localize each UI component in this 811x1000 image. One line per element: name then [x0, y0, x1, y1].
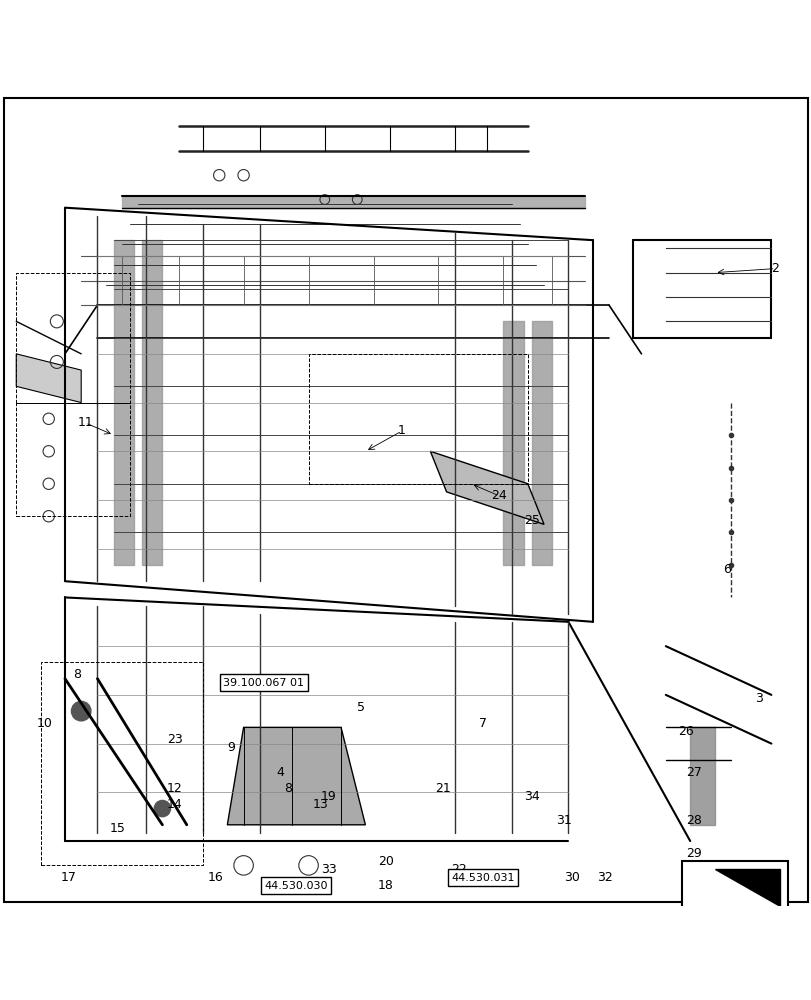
- Text: 4: 4: [276, 766, 284, 779]
- Text: 26: 26: [677, 725, 693, 738]
- Polygon shape: [227, 727, 365, 825]
- Circle shape: [71, 701, 91, 721]
- Text: 32: 32: [596, 871, 612, 884]
- Polygon shape: [16, 354, 81, 403]
- Text: 10: 10: [36, 717, 53, 730]
- Text: 25: 25: [523, 514, 539, 527]
- Text: 39.100.067 01: 39.100.067 01: [223, 678, 304, 688]
- Text: 7: 7: [478, 717, 487, 730]
- Text: 44.530.031: 44.530.031: [451, 873, 514, 883]
- Text: 8: 8: [284, 782, 292, 795]
- Text: 15: 15: [109, 822, 126, 835]
- Text: 1: 1: [397, 424, 406, 437]
- Text: 31: 31: [556, 814, 572, 827]
- Text: 11: 11: [77, 416, 93, 429]
- Text: 18: 18: [377, 879, 393, 892]
- Text: 27: 27: [685, 766, 702, 779]
- Text: 14: 14: [166, 798, 182, 811]
- Text: 6: 6: [722, 563, 730, 576]
- Text: 29: 29: [685, 847, 702, 860]
- Bar: [681, 861, 787, 914]
- Text: 21: 21: [434, 782, 450, 795]
- Text: 30: 30: [564, 871, 580, 884]
- Text: 23: 23: [166, 733, 182, 746]
- Text: 22: 22: [450, 863, 466, 876]
- Text: 12: 12: [166, 782, 182, 795]
- Text: 16: 16: [207, 871, 223, 884]
- Text: 19: 19: [320, 790, 337, 803]
- Text: 44.530.030: 44.530.030: [264, 881, 328, 891]
- Text: 34: 34: [523, 790, 539, 803]
- Text: 2: 2: [770, 262, 779, 275]
- Text: 24: 24: [491, 489, 507, 502]
- Circle shape: [154, 800, 170, 817]
- Text: 13: 13: [312, 798, 328, 811]
- Text: 8: 8: [73, 668, 81, 681]
- Text: 17: 17: [61, 871, 77, 884]
- Text: 3: 3: [754, 692, 762, 705]
- Text: 20: 20: [377, 855, 393, 868]
- Text: 9: 9: [227, 741, 235, 754]
- Text: 28: 28: [685, 814, 702, 827]
- Text: 5: 5: [357, 701, 365, 714]
- Text: 33: 33: [320, 863, 337, 876]
- Polygon shape: [430, 451, 543, 524]
- Polygon shape: [714, 869, 779, 906]
